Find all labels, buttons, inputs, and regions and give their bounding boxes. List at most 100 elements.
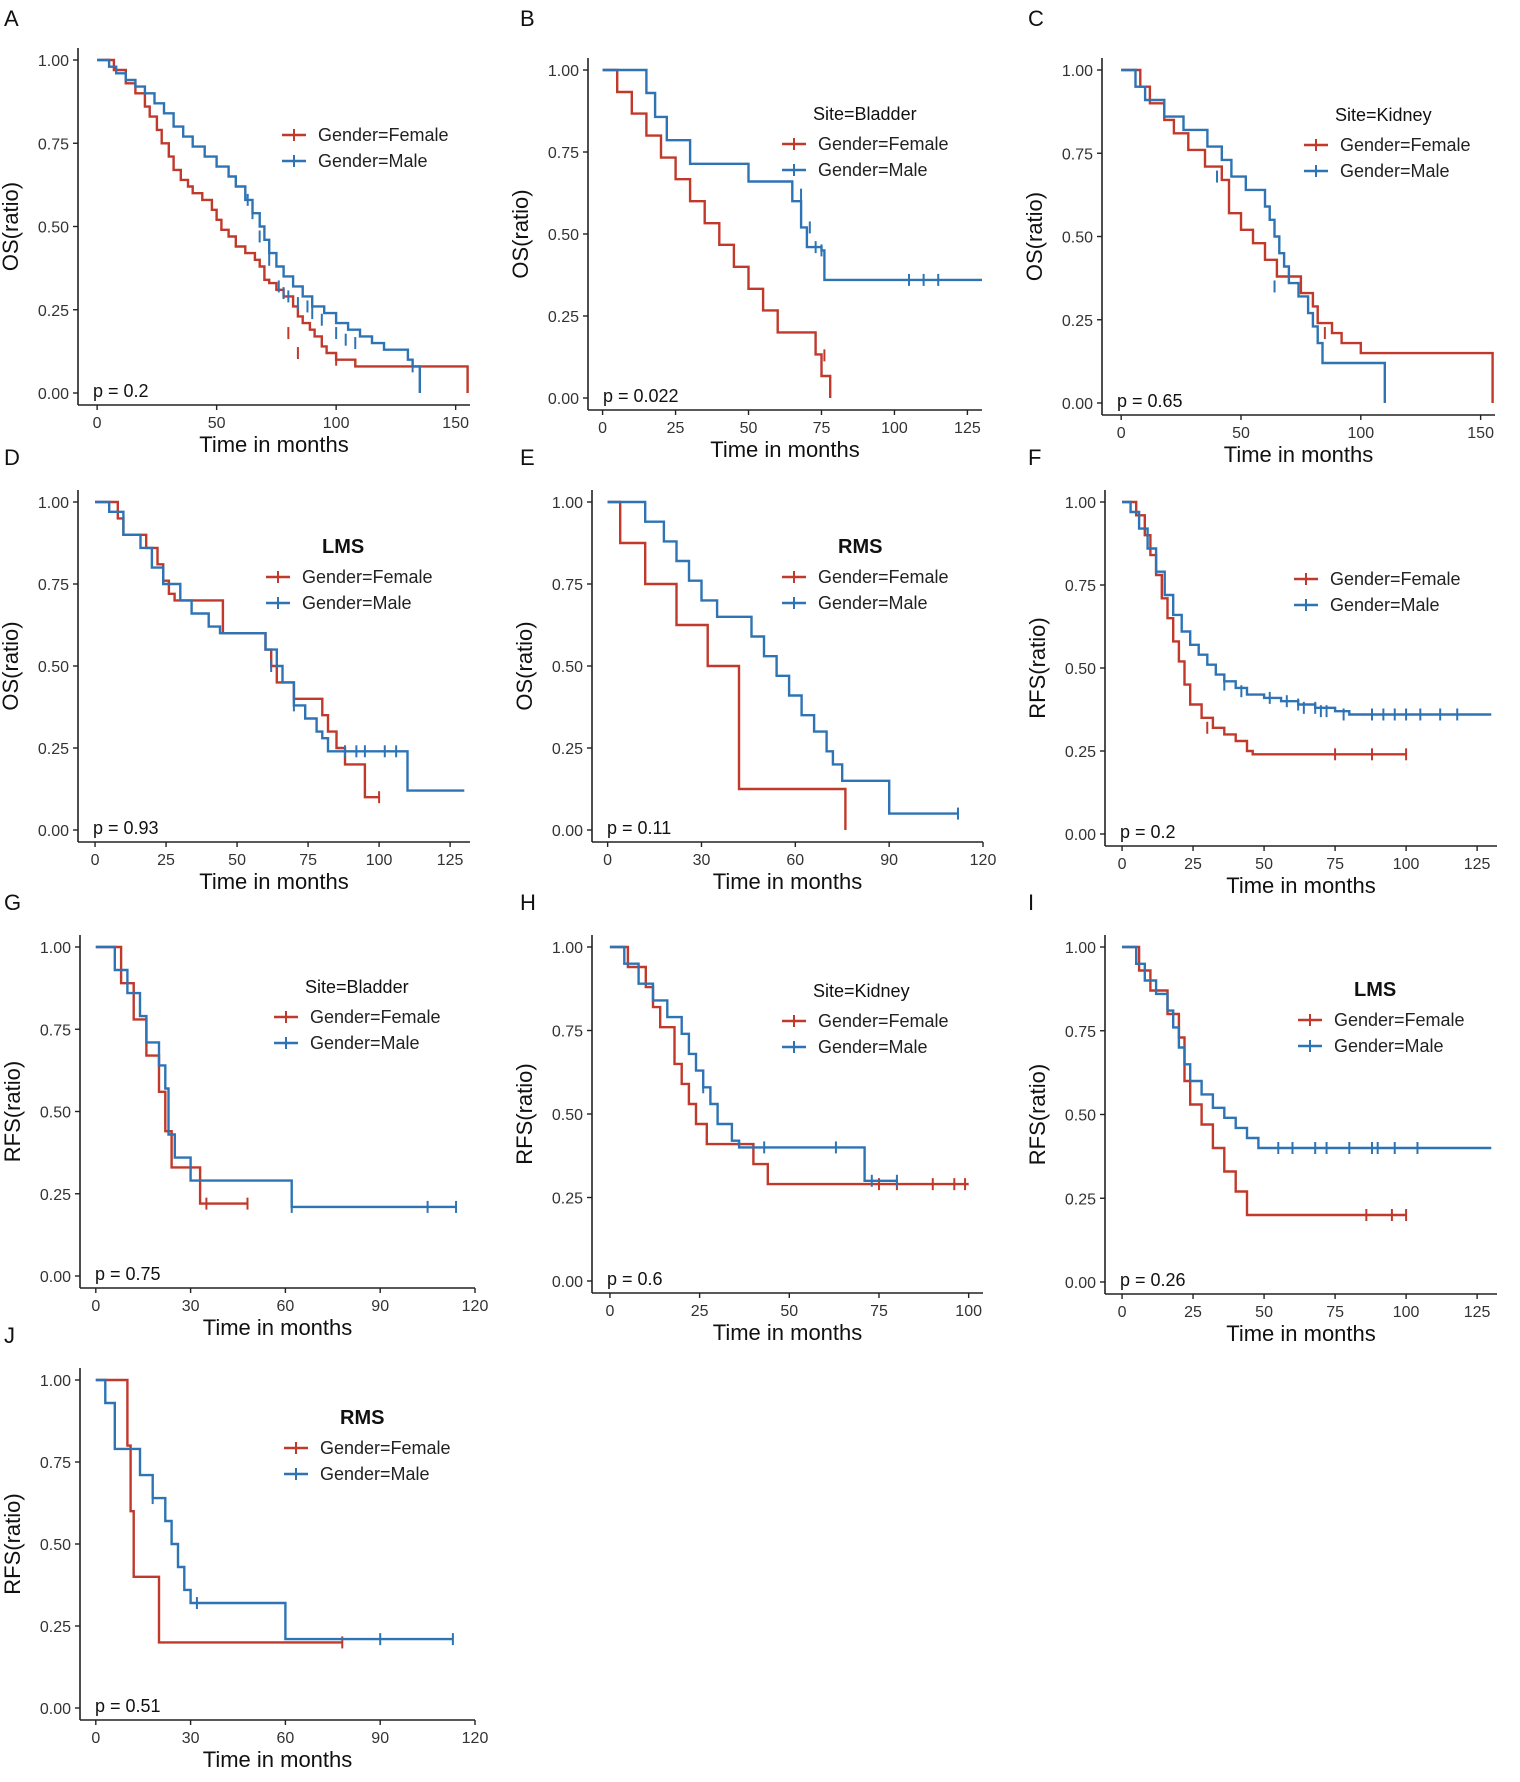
x-tick-label: 90 [371,1298,389,1315]
y-axis-title: RFS(ratio) [1025,1064,1050,1165]
y-axis-title: RFS(ratio) [512,1063,537,1164]
p-value: p = 0.65 [1117,391,1183,411]
x-tick-label: 30 [182,1298,200,1315]
panel-label: J [4,1323,15,1348]
x-tick-label: 60 [277,1298,295,1315]
x-tick-label: 100 [881,420,908,437]
y-tick-label: 0.25 [1065,1191,1096,1208]
legend-entry: Gender=Female [318,125,449,145]
x-axis-title: Time in months [710,437,860,462]
km-curve-female [1122,945,1407,1217]
legend-subset-label: RMS [340,1407,384,1429]
x-axis-title: Time in months [199,432,349,457]
panel-label: E [520,445,535,470]
x-tick-label: 50 [228,852,246,869]
y-tick-label: 0.25 [38,741,69,758]
km-panel-f: F 0.00 0.25 0.50 0.75 1.00 0 25 50 75 100 125 Time i… [1025,445,1497,898]
km-panel-i: I 0.00 0.25 0.50 0.75 1.00 0 25 50 75 100 125 Time i… [1025,890,1497,1346]
legend-entry: Gender=Male [1330,595,1440,615]
y-tick-label: 0.50 [40,1537,71,1554]
x-tick-label: 50 [780,1303,798,1320]
x-tick-label: 75 [1326,1304,1344,1321]
y-tick-label: 0.25 [40,1619,71,1636]
legend-entry: Gender=Male [320,1464,430,1484]
legend-subset-label: LMS [322,536,364,558]
y-tick-label: 0.75 [552,577,583,594]
legend-subset-label: Site=Kidney [1335,105,1432,125]
y-tick-label: 0.50 [1062,230,1093,247]
x-tick-label: 100 [1393,856,1420,873]
x-tick-label: 125 [1464,1304,1491,1321]
y-tick-label: 0.00 [40,1701,71,1718]
y-tick-label: 0.75 [1065,578,1096,595]
x-tick-label: 50 [1232,425,1250,442]
y-tick-label: 1.00 [38,53,69,70]
p-value: p = 0.2 [93,381,149,401]
y-tick-label: 0.50 [548,227,579,244]
x-tick-label: 100 [955,1303,982,1320]
y-axis-title: OS(ratio) [508,189,533,278]
x-tick-label: 0 [91,1298,100,1315]
x-tick-label: 60 [786,852,804,869]
y-tick-label: 1.00 [548,63,579,80]
x-tick-label: 50 [1255,856,1273,873]
legend-entry: Gender=Male [818,160,928,180]
km-panel-a: A 0.00 0.25 0.50 0.75 1.00 0 50 100 150 Time in mo… [0,6,470,457]
y-axis-title: RFS(ratio) [0,1493,25,1594]
x-tick-label: 120 [970,852,997,869]
x-tick-label: 125 [437,852,464,869]
x-tick-label: 0 [91,852,100,869]
y-axis-title: OS(ratio) [0,621,23,710]
x-axis-title: Time in months [203,1315,353,1340]
x-tick-label: 25 [157,852,175,869]
y-tick-label: 0.00 [40,1269,71,1286]
x-tick-label: 75 [299,852,317,869]
legend-entry: Gender=Female [1340,135,1471,155]
p-value: p = 0.11 [607,818,671,838]
y-tick-label: 0.50 [38,220,69,237]
y-tick-label: 0.25 [1062,313,1093,330]
p-value: p = 0.6 [607,1269,663,1289]
km-curve-male [1122,500,1492,716]
y-tick-label: 0.75 [40,1022,71,1039]
km-curve-male [609,945,897,1182]
x-tick-label: 30 [182,1730,200,1747]
y-tick-label: 0.00 [1062,396,1093,413]
x-tick-label: 125 [1464,856,1491,873]
x-tick-label: 25 [667,420,685,437]
y-axis-title: OS(ratio) [1022,192,1047,281]
x-tick-label: 25 [691,1303,709,1320]
x-tick-label: 25 [1184,1304,1202,1321]
y-axis-title: OS(ratio) [512,621,537,710]
km-panel-h: H 0.00 0.25 0.50 0.75 1.00 0 25 50 75 100 Time in m… [512,890,983,1345]
y-tick-label: 0.00 [552,1274,583,1291]
panel-label: I [1028,890,1034,915]
legend-entry: Gender=Male [302,593,412,613]
y-tick-label: 0.25 [40,1187,71,1204]
y-axis-title: OS(ratio) [0,182,23,271]
y-axis-title: RFS(ratio) [0,1061,25,1162]
y-tick-label: 0.25 [1065,744,1096,761]
km-panel-e: E 0.00 0.25 0.50 0.75 1.00 0 30 60 90 120 Time in m… [512,445,996,894]
panel-label: G [4,890,21,915]
x-tick-label: 120 [462,1298,489,1315]
legend-entry: Gender=Male [310,1033,420,1053]
x-tick-label: 50 [208,415,226,432]
km-curve-female [1121,68,1494,403]
y-tick-label: 0.25 [552,1191,583,1208]
x-tick-label: 30 [693,852,711,869]
panel-label: H [520,890,536,915]
legend-entry: Gender=Female [320,1438,451,1458]
x-tick-label: 100 [1393,1304,1420,1321]
legend-entry: Gender=Male [1340,161,1450,181]
y-tick-label: 0.50 [552,659,583,676]
legend-subset-label: Site=Kidney [813,981,910,1001]
legend-entry: Gender=Female [302,567,433,587]
km-curve-female [95,1378,343,1644]
y-tick-label: 0.00 [38,386,69,403]
legend-entry: Gender=Male [818,593,928,613]
legend-entry: Gender=Female [818,134,949,154]
y-tick-label: 0.00 [548,391,579,408]
x-tick-label: 90 [880,852,898,869]
